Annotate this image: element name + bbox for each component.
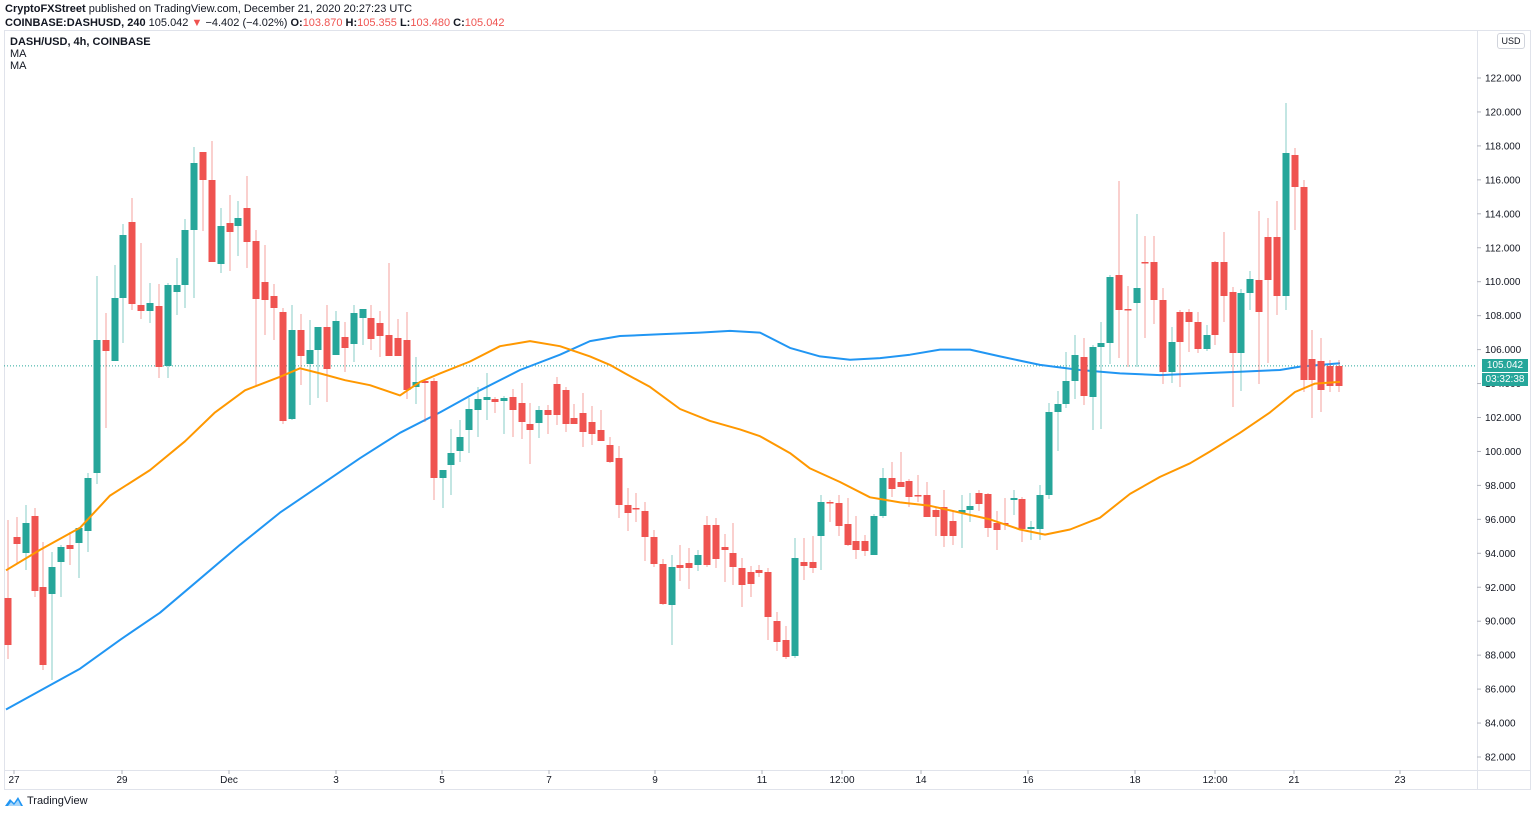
tradingview-logo[interactable]: TradingView <box>4 795 88 807</box>
countdown-tag: 03:32:38 <box>1482 373 1528 386</box>
published-text: published on TradingView.com, December 2… <box>85 3 413 15</box>
svg-text:84.000: 84.000 <box>1485 719 1516 730</box>
svg-text:27: 27 <box>8 775 20 786</box>
svg-text:90.000: 90.000 <box>1485 617 1516 628</box>
svg-text:110.000: 110.000 <box>1485 277 1521 288</box>
tradingview-cloud-icon <box>5 797 23 806</box>
svg-text:122.000: 122.000 <box>1485 74 1522 85</box>
chart-frame <box>4 30 1531 790</box>
high-value: 105.355 <box>357 17 397 29</box>
svg-text:96.000: 96.000 <box>1485 515 1516 526</box>
publisher-name[interactable]: CryptoFXStreet <box>5 3 86 15</box>
candlestick-series <box>4 103 1343 680</box>
svg-text:29: 29 <box>116 775 128 786</box>
time-axis[interactable]: 27 29 Dec 3 5 7 9 11 12:00 14 16 18 12:00 21 23 <box>8 770 1406 786</box>
currency-button[interactable]: USD <box>1497 33 1525 49</box>
svg-text:18: 18 <box>1129 775 1141 786</box>
close-label: C: <box>453 17 465 29</box>
legend-ma-1[interactable]: MA <box>10 48 27 60</box>
svg-text:98.000: 98.000 <box>1485 481 1516 492</box>
low-value: 103.480 <box>410 17 451 29</box>
svg-text:12:00: 12:00 <box>829 775 854 786</box>
symbol-label: COINBASE:DASHUSD, 240 <box>5 17 146 29</box>
legend-ma-2[interactable]: MA <box>10 60 27 72</box>
svg-text:112.000: 112.000 <box>1485 243 1521 254</box>
svg-text:7: 7 <box>546 775 552 786</box>
svg-text:5: 5 <box>439 775 445 786</box>
svg-text:92.000: 92.000 <box>1485 583 1516 594</box>
legend-title: DASH/USD, 4h, COINBASE <box>10 36 151 48</box>
svg-text:114.000: 114.000 <box>1485 209 1521 220</box>
svg-text:102.000: 102.000 <box>1485 413 1522 424</box>
svg-text:118.000: 118.000 <box>1485 141 1521 152</box>
svg-text:120.000: 120.000 <box>1485 107 1522 118</box>
publisher-line: CryptoFXStreet published on TradingView.… <box>5 3 412 15</box>
chart-legend: DASH/USD, 4h, COINBASE MA MA <box>10 36 151 72</box>
last-price: 105.042 <box>148 17 189 29</box>
svg-text:21: 21 <box>1288 775 1300 786</box>
svg-text:94.000: 94.000 <box>1485 549 1516 560</box>
svg-text:106.000: 106.000 <box>1485 345 1522 356</box>
ohlc-line: COINBASE:DASHUSD, 240 105.042 ▼ −4.402 (… <box>5 17 505 29</box>
svg-text:86.000: 86.000 <box>1485 685 1516 696</box>
svg-text:100.000: 100.000 <box>1485 447 1522 458</box>
ma-fast-line <box>5 340 1341 572</box>
price-change: −4.402 (−4.02%) <box>205 17 288 29</box>
close-value: 105.042 <box>464 17 505 29</box>
current-price-tag: 105.042 <box>1482 359 1528 372</box>
low-label: L: <box>399 17 411 29</box>
open-value: 103.870 <box>302 17 343 29</box>
svg-text:116.000: 116.000 <box>1485 175 1521 186</box>
price-axis[interactable]: 82.000 84.000 86.000 88.000 90.000 92.000 94.0… <box>1477 74 1522 764</box>
svg-text:82.000: 82.000 <box>1485 753 1516 764</box>
svg-text:Dec: Dec <box>220 775 238 786</box>
open-label: O: <box>290 17 303 29</box>
svg-text:14: 14 <box>915 775 927 786</box>
down-arrow-icon: ▼ <box>191 17 203 29</box>
ma-slow-line <box>5 329 1341 711</box>
svg-text:9: 9 <box>652 775 658 786</box>
svg-text:88.000: 88.000 <box>1485 651 1516 662</box>
svg-text:16: 16 <box>1022 775 1034 786</box>
svg-text:11: 11 <box>757 775 768 786</box>
svg-text:3: 3 <box>333 775 339 786</box>
high-label: H: <box>345 17 358 29</box>
svg-text:12:00: 12:00 <box>1202 775 1227 786</box>
svg-text:108.000: 108.000 <box>1485 311 1522 322</box>
svg-text:23: 23 <box>1394 775 1406 786</box>
tradingview-brand: TradingView <box>27 795 88 807</box>
